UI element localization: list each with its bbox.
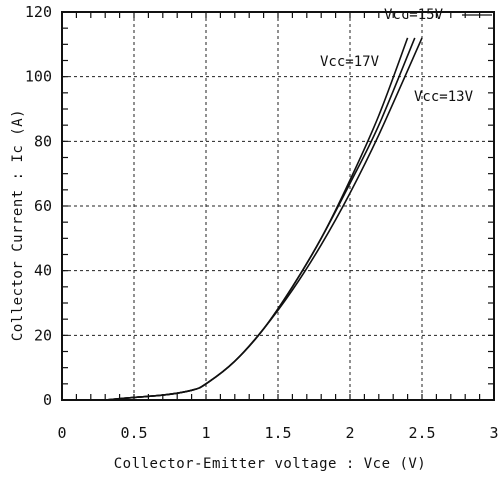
x-tick-label: 2.5: [408, 424, 435, 442]
y-axis-label: Collector Current : Ic (A): [10, 109, 26, 341]
y-tick-label: 20: [34, 326, 52, 344]
x-tick-label: 3: [489, 424, 498, 442]
y-tick-label: 100: [25, 68, 52, 86]
y-tick-label: 0: [43, 391, 52, 409]
series-line-vcc15v: [105, 37, 416, 401]
x-tick-label: 0.5: [120, 424, 147, 442]
series-line-vcc17v: [105, 37, 409, 401]
series-label-vcc13: Vcc=13V: [414, 89, 474, 105]
plot-frame: [61, 11, 495, 401]
series-lines: [105, 37, 423, 401]
x-tick-label: 1.5: [264, 424, 291, 442]
x-axis-label: Collector-Emitter voltage : Vce (V): [114, 456, 427, 472]
series-label-vcc15: Vcc=15V: [384, 7, 444, 23]
y-tick-labels: 0 20 40 60 80 100 120: [25, 3, 52, 409]
series-line-vcc13v: [105, 37, 423, 401]
x-tick-label: 0: [57, 424, 66, 442]
y-tick-label: 80: [34, 132, 52, 150]
x-tick-label: 2: [345, 424, 354, 442]
y-tick-label: 120: [25, 3, 52, 21]
series-label-vcc17: Vcc=17V: [320, 54, 380, 70]
y-tick-label: 40: [34, 262, 52, 280]
grid: [62, 12, 494, 400]
x-tick-label: 1: [201, 424, 210, 442]
x-tick-labels: 0 0.5 1 1.5 2 2.5 3: [57, 424, 498, 442]
y-tick-label: 60: [34, 197, 52, 215]
